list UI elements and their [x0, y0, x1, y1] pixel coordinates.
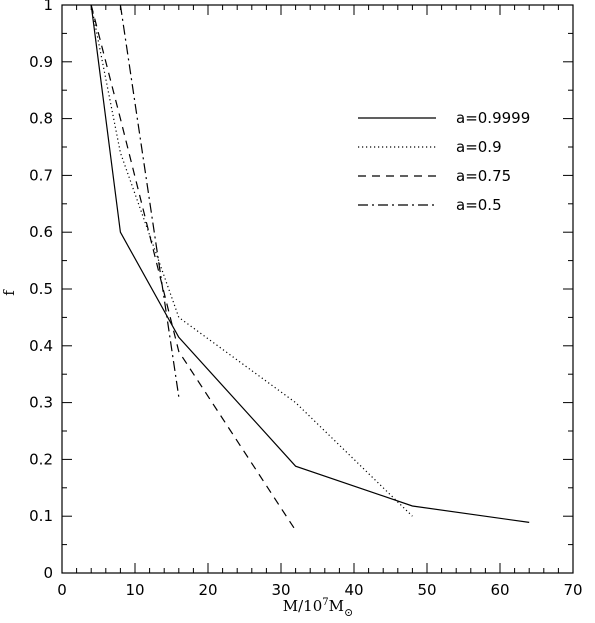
series-lines [90, 4, 530, 531]
x-tick-label: 30 [271, 581, 290, 599]
y-tick-label: 0.9 [29, 53, 53, 71]
legend: a=0.9999 a=0.9 a=0.75 a=0.5 [358, 109, 530, 214]
legend-label: a=0.5 [456, 196, 502, 214]
x-tick-label: 40 [344, 581, 363, 599]
y-tick-label: 0.5 [29, 280, 53, 298]
y-tick-label: 0.2 [29, 450, 53, 468]
legend-label: a=0.75 [456, 167, 511, 185]
legend-label: a=0.9 [456, 138, 502, 156]
x-tick-label: 10 [125, 581, 144, 599]
y-tick-label: 0.1 [29, 507, 53, 525]
series-line-dashdot [119, 4, 180, 397]
axis-ticks: 0 10 20 30 40 50 60 70 0 0.1 0.2 0.3 0.4 0.5 0.6 0.7 0.8… [29, 0, 582, 599]
series-line-dotted [90, 4, 413, 517]
x-tick-label: 60 [490, 581, 509, 599]
y-tick-label: 0.6 [29, 223, 53, 241]
legend-label: a=0.9999 [456, 109, 530, 127]
y-tick-label: 0.7 [29, 166, 53, 184]
series-line-solid [90, 4, 530, 523]
x-tick-label: 20 [198, 581, 217, 599]
x-tick-label: 50 [417, 581, 436, 599]
y-tick-label: 0.8 [29, 110, 53, 128]
x-tick-label: 70 [563, 581, 582, 599]
y-tick-label: 1 [43, 0, 53, 14]
x-tick-label: 0 [57, 581, 67, 599]
series-line-dashed [90, 4, 297, 531]
y-tick-label: 0 [43, 564, 53, 582]
x-axis-label: M/107M⊙ [283, 597, 353, 619]
y-tick-label: 0.3 [29, 394, 53, 412]
y-axis-label: f [0, 289, 18, 296]
y-tick-label: 0.4 [29, 337, 53, 355]
plot-frame [61, 4, 574, 574]
